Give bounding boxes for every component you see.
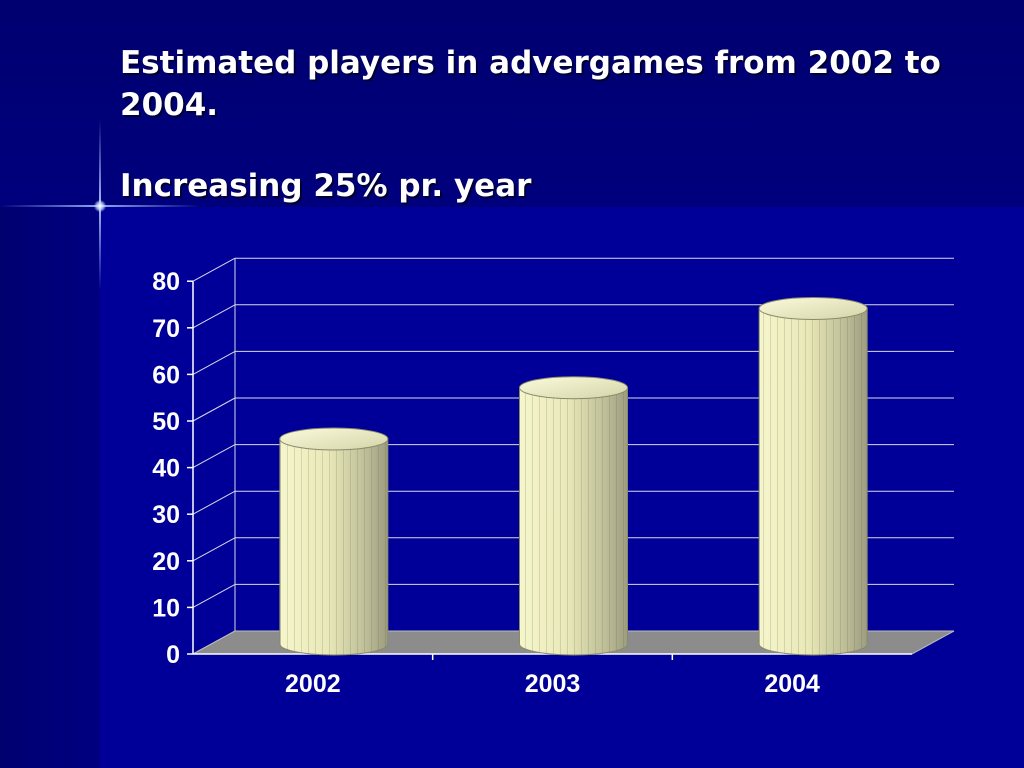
x-tick-label: 2003 xyxy=(525,670,581,698)
gridline-side xyxy=(192,257,236,282)
bar-top xyxy=(279,427,389,451)
tick-labels: 0 10 20 30 40 50 60 70 80 2002 2003 2004 xyxy=(152,268,820,698)
y-tick-label: 0 xyxy=(166,641,180,669)
slide-title: Estimated players in advergames from 200… xyxy=(120,45,941,123)
bar-2002 xyxy=(279,427,389,656)
bar-texture xyxy=(759,308,868,655)
slide-subtitle: Increasing 25% pr. year xyxy=(120,168,532,204)
gridline-side xyxy=(192,304,236,329)
gridline-side xyxy=(192,490,236,515)
gridline-side xyxy=(192,444,236,469)
y-tick-label: 50 xyxy=(152,408,180,436)
gridline-side xyxy=(192,583,236,608)
y-tick-label: 70 xyxy=(152,315,180,343)
lens-flare-center xyxy=(94,200,106,212)
bar-texture xyxy=(279,438,388,655)
bar-2003 xyxy=(519,376,628,656)
y-tick-label: 30 xyxy=(152,501,180,529)
bar-top xyxy=(758,296,868,320)
bar-texture xyxy=(519,387,628,655)
top-decor-band xyxy=(0,0,1024,207)
y-tick-label: 20 xyxy=(152,548,180,576)
y-tick-label: 60 xyxy=(152,361,180,389)
x-tick-label: 2002 xyxy=(285,670,341,698)
y-tick-label: 10 xyxy=(152,594,180,622)
y-tick-label: 80 xyxy=(152,268,180,296)
bar-2004 xyxy=(758,296,868,656)
bar-top xyxy=(519,376,628,400)
gridline-side xyxy=(192,350,236,375)
bars xyxy=(279,296,868,656)
gridline-side xyxy=(192,397,236,422)
gridline-side xyxy=(192,537,236,562)
y-tick-label: 40 xyxy=(152,455,180,483)
x-tick-label: 2004 xyxy=(764,670,820,698)
